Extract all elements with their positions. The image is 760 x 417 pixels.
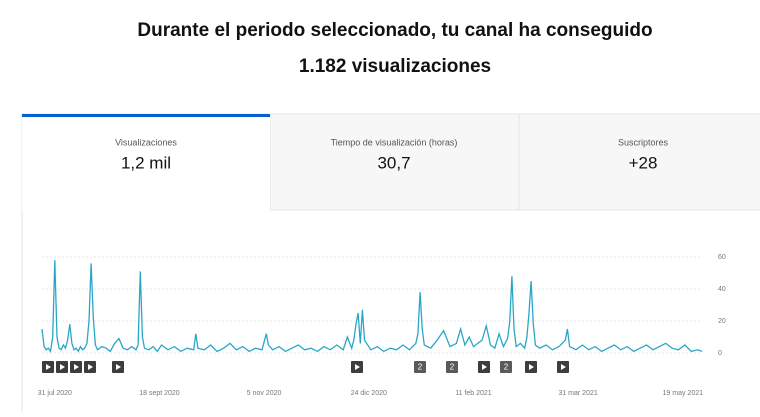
- line-series: [41, 260, 703, 354]
- y-tick-label: 40: [718, 286, 726, 293]
- x-tick-label: 18 sept 2020: [139, 390, 180, 397]
- play-glyph: [561, 364, 566, 370]
- play-glyph: [116, 364, 121, 370]
- play-glyph: [88, 364, 93, 370]
- tab-label: Visualizaciones: [115, 137, 177, 147]
- play-glyph: [74, 364, 79, 370]
- tab-selected[interactable]: [22, 114, 270, 210]
- tab-label: Tiempo de visualización (horas): [331, 137, 458, 147]
- video-icon: [414, 361, 426, 373]
- video-icon: [446, 361, 458, 373]
- y-tick-label: 60: [718, 254, 726, 261]
- x-tick-label: 31 mar 2021: [558, 390, 597, 397]
- play-glyph: [60, 364, 65, 370]
- y-tick-label: 0: [718, 350, 722, 357]
- video-count: 2: [450, 363, 455, 372]
- x-tick-label: 11 feb 2021: [455, 390, 492, 397]
- tab-label: Suscriptores: [618, 137, 669, 147]
- video-icon: [500, 361, 512, 373]
- tab-value: +28: [629, 153, 658, 172]
- play-glyph: [46, 364, 51, 370]
- video-count: 2: [418, 363, 423, 372]
- x-tick-label: 19 may 2021: [663, 390, 704, 397]
- tab[interactable]: [518, 113, 760, 211]
- x-tick-label: 24 dic 2020: [351, 390, 387, 397]
- title-line: Durante el periodo seleccionado, tu cana…: [137, 20, 652, 41]
- video-count: 2: [504, 363, 509, 372]
- title-line: 1.182 visualizaciones: [299, 56, 491, 77]
- tab-value: 1,2 mil: [121, 153, 171, 172]
- play-glyph: [482, 364, 487, 370]
- play-glyph: [355, 364, 360, 370]
- play-glyph: [529, 364, 534, 370]
- tab-indicator: [22, 114, 270, 117]
- x-tick-label: 5 nov 2020: [247, 390, 282, 397]
- video-markers: 2 2 2: [42, 361, 569, 373]
- x-tick-label: 31 jul 2020: [38, 390, 72, 397]
- tab-value: 30,7: [377, 153, 410, 172]
- y-tick-label: 20: [718, 318, 726, 325]
